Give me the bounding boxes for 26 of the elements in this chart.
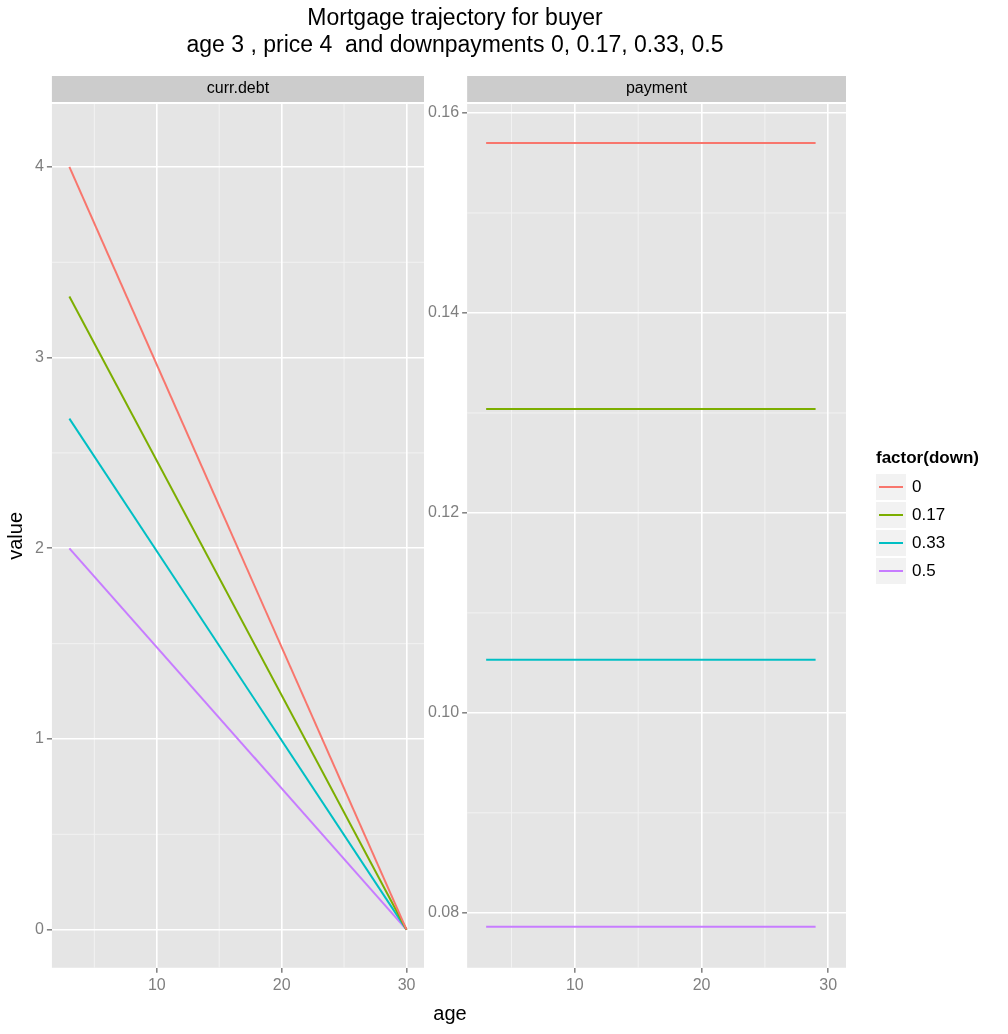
x-tick-label: 30 (397, 975, 416, 993)
y-tick-label: 0.14 (428, 303, 460, 321)
chart-title: Mortgage trajectory for buyer age 3 , price 4 and downpayments 0, 0.17, 0.33, 0.5 (185, 4, 725, 58)
x-axis-title: age (432, 1002, 468, 1025)
y-tick-label: 3 (34, 348, 44, 366)
x-tick-label: 20 (272, 975, 291, 993)
y-tick-label: 0.12 (428, 503, 460, 521)
x-tick-label: 10 (565, 975, 584, 993)
chart-subtitle: payment (625, 79, 688, 97)
y-tick-label: 1 (34, 729, 44, 747)
legend-title: factor(down) (876, 448, 979, 468)
chart-subtitle: curr.debt (206, 79, 270, 97)
legend-label: 0.17 (912, 505, 946, 525)
legend-label: 0.5 (912, 561, 936, 581)
y-tick-label: 0.16 (428, 103, 460, 121)
y-tick-label: 0 (34, 920, 44, 938)
x-tick-label: 30 (819, 975, 838, 993)
y-tick-label: 4 (34, 157, 44, 175)
x-tick-label: 10 (147, 975, 166, 993)
legend-label: 0 (912, 477, 922, 497)
y-tick-label: 0.08 (428, 903, 460, 921)
legend-label: 0.33 (912, 533, 946, 553)
x-tick-label: 20 (692, 975, 711, 993)
y-axis-title: value (3, 511, 26, 560)
y-tick-label: 0.10 (428, 703, 460, 721)
y-tick-label: 2 (34, 538, 44, 556)
